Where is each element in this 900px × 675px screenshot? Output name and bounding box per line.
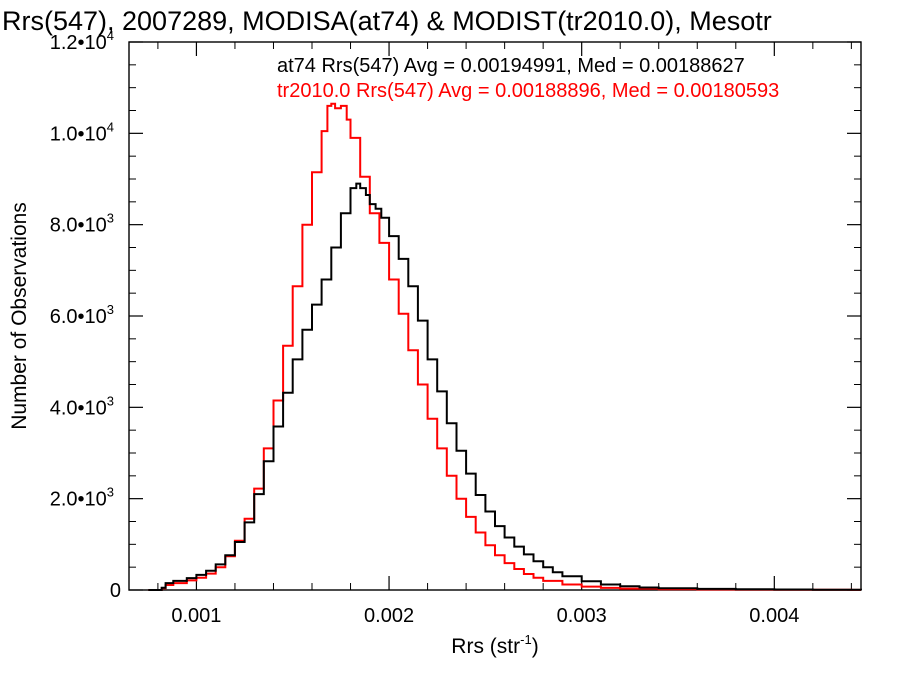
y-tick-exponent: 3 (107, 211, 114, 226)
x-tick-label: 0.002 (364, 605, 414, 627)
series-line-tr2010 (148, 102, 861, 591)
y-axis-ticks: 02.0•1034.0•1036.0•1038.0•1031.0•1041.2•… (50, 28, 861, 602)
series-line-at74 (148, 182, 862, 591)
y-tick-exponent: 3 (107, 302, 114, 317)
y-tick-exponent: 4 (107, 28, 114, 43)
chart-title: Rrs(547), 2007289, MODISA(at74) & MODIST… (2, 6, 772, 36)
y-tick-label: 4.0•103 (50, 393, 114, 419)
x-tick-label: 0.001 (171, 605, 221, 627)
y-tick-exponent: 3 (107, 485, 114, 500)
y-axis-label: Number of Observations (8, 202, 31, 430)
y-tick-exponent: 4 (107, 119, 114, 134)
y-tick-mantissa: 1.0•10 (50, 123, 107, 145)
y-tick-mantissa: 2.0•10 (50, 489, 107, 511)
x-axis-ticks: 0.001 0.002 0.003 0.004 (157, 42, 852, 627)
y-tick-label: 1.2•104 (50, 28, 114, 54)
y-tick-mantissa: 1.2•10 (50, 32, 107, 54)
y-tick-mantissa: 4.0•10 (50, 397, 107, 419)
y-tick-exponent: 3 (107, 393, 114, 408)
plot-frame (128, 41, 862, 591)
y-tick-mantissa: 0 (110, 580, 121, 602)
y-tick-mantissa: 6.0•10 (50, 306, 107, 328)
y-tick-label: 2.0•103 (50, 485, 114, 511)
series-group (148, 102, 862, 591)
legend-entry-at74: at74 Rrs(547) Avg = 0.00194991, Med = 0.… (277, 55, 745, 77)
y-tick-mantissa: 8.0•10 (50, 215, 107, 237)
legend-entry-tr2010: tr2010.0 Rrs(547) Avg = 0.00188896, Med … (277, 80, 779, 102)
x-axis-label-close: ) (532, 635, 539, 658)
y-tick-label: 6.0•103 (50, 302, 114, 328)
x-tick-label: 0.003 (557, 605, 607, 627)
x-axis-label-sup: -1 (520, 632, 532, 647)
y-tick-label: 8.0•103 (50, 211, 114, 237)
y-tick-label: 1.0•104 (50, 119, 114, 145)
x-axis-label-main: Rrs (str (451, 635, 520, 658)
y-tick-label: 0 (110, 580, 121, 602)
x-tick-label: 0.004 (749, 605, 799, 627)
x-axis-label: Rrs (str-1) (451, 632, 538, 658)
